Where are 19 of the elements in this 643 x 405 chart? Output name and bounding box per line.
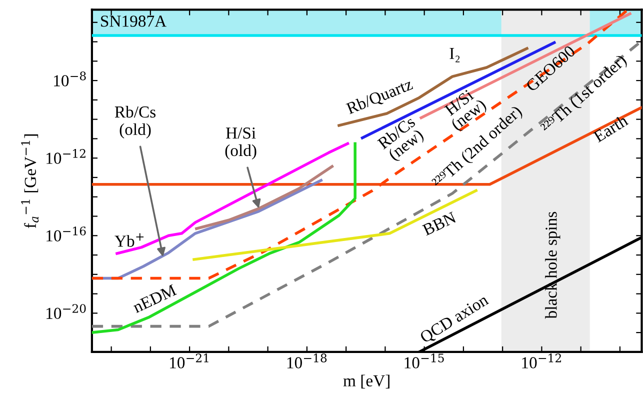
annotation: BBN (422, 212, 457, 236)
annotation: Yb$^{+}$ (114, 233, 144, 247)
annotation: Rb/Cs (old) (114, 106, 156, 138)
y-axis-title: f$_{a}$$^{−1}$ [GeV$^{−1}$] (21, 134, 39, 228)
y-tick-label: 10$^{−20}$ (46, 304, 86, 319)
annotation: H/Si (old) (225, 128, 256, 160)
x-tick-label: 10$^{−21}$ (170, 354, 208, 368)
x-tick-label: 10$^{−12}$ (522, 354, 561, 368)
annotation: black hole spins (545, 212, 560, 319)
x-tick-label: 10$^{−18}$ (287, 354, 327, 368)
y-tick-label: 10$^{−12}$ (46, 149, 86, 164)
y-tick-label: 10$^{−8}$ (54, 71, 86, 86)
annotation: I₂ (450, 48, 460, 62)
band-label: SN1987A (101, 16, 166, 27)
annotation: Earth (592, 114, 629, 143)
x-tick-label: 10$^{−15}$ (404, 354, 444, 368)
x-axis-title: m [eV] (343, 374, 390, 388)
y-tick-label: 10$^{−16}$ (46, 226, 86, 242)
annotation: QCD axion (419, 294, 491, 346)
